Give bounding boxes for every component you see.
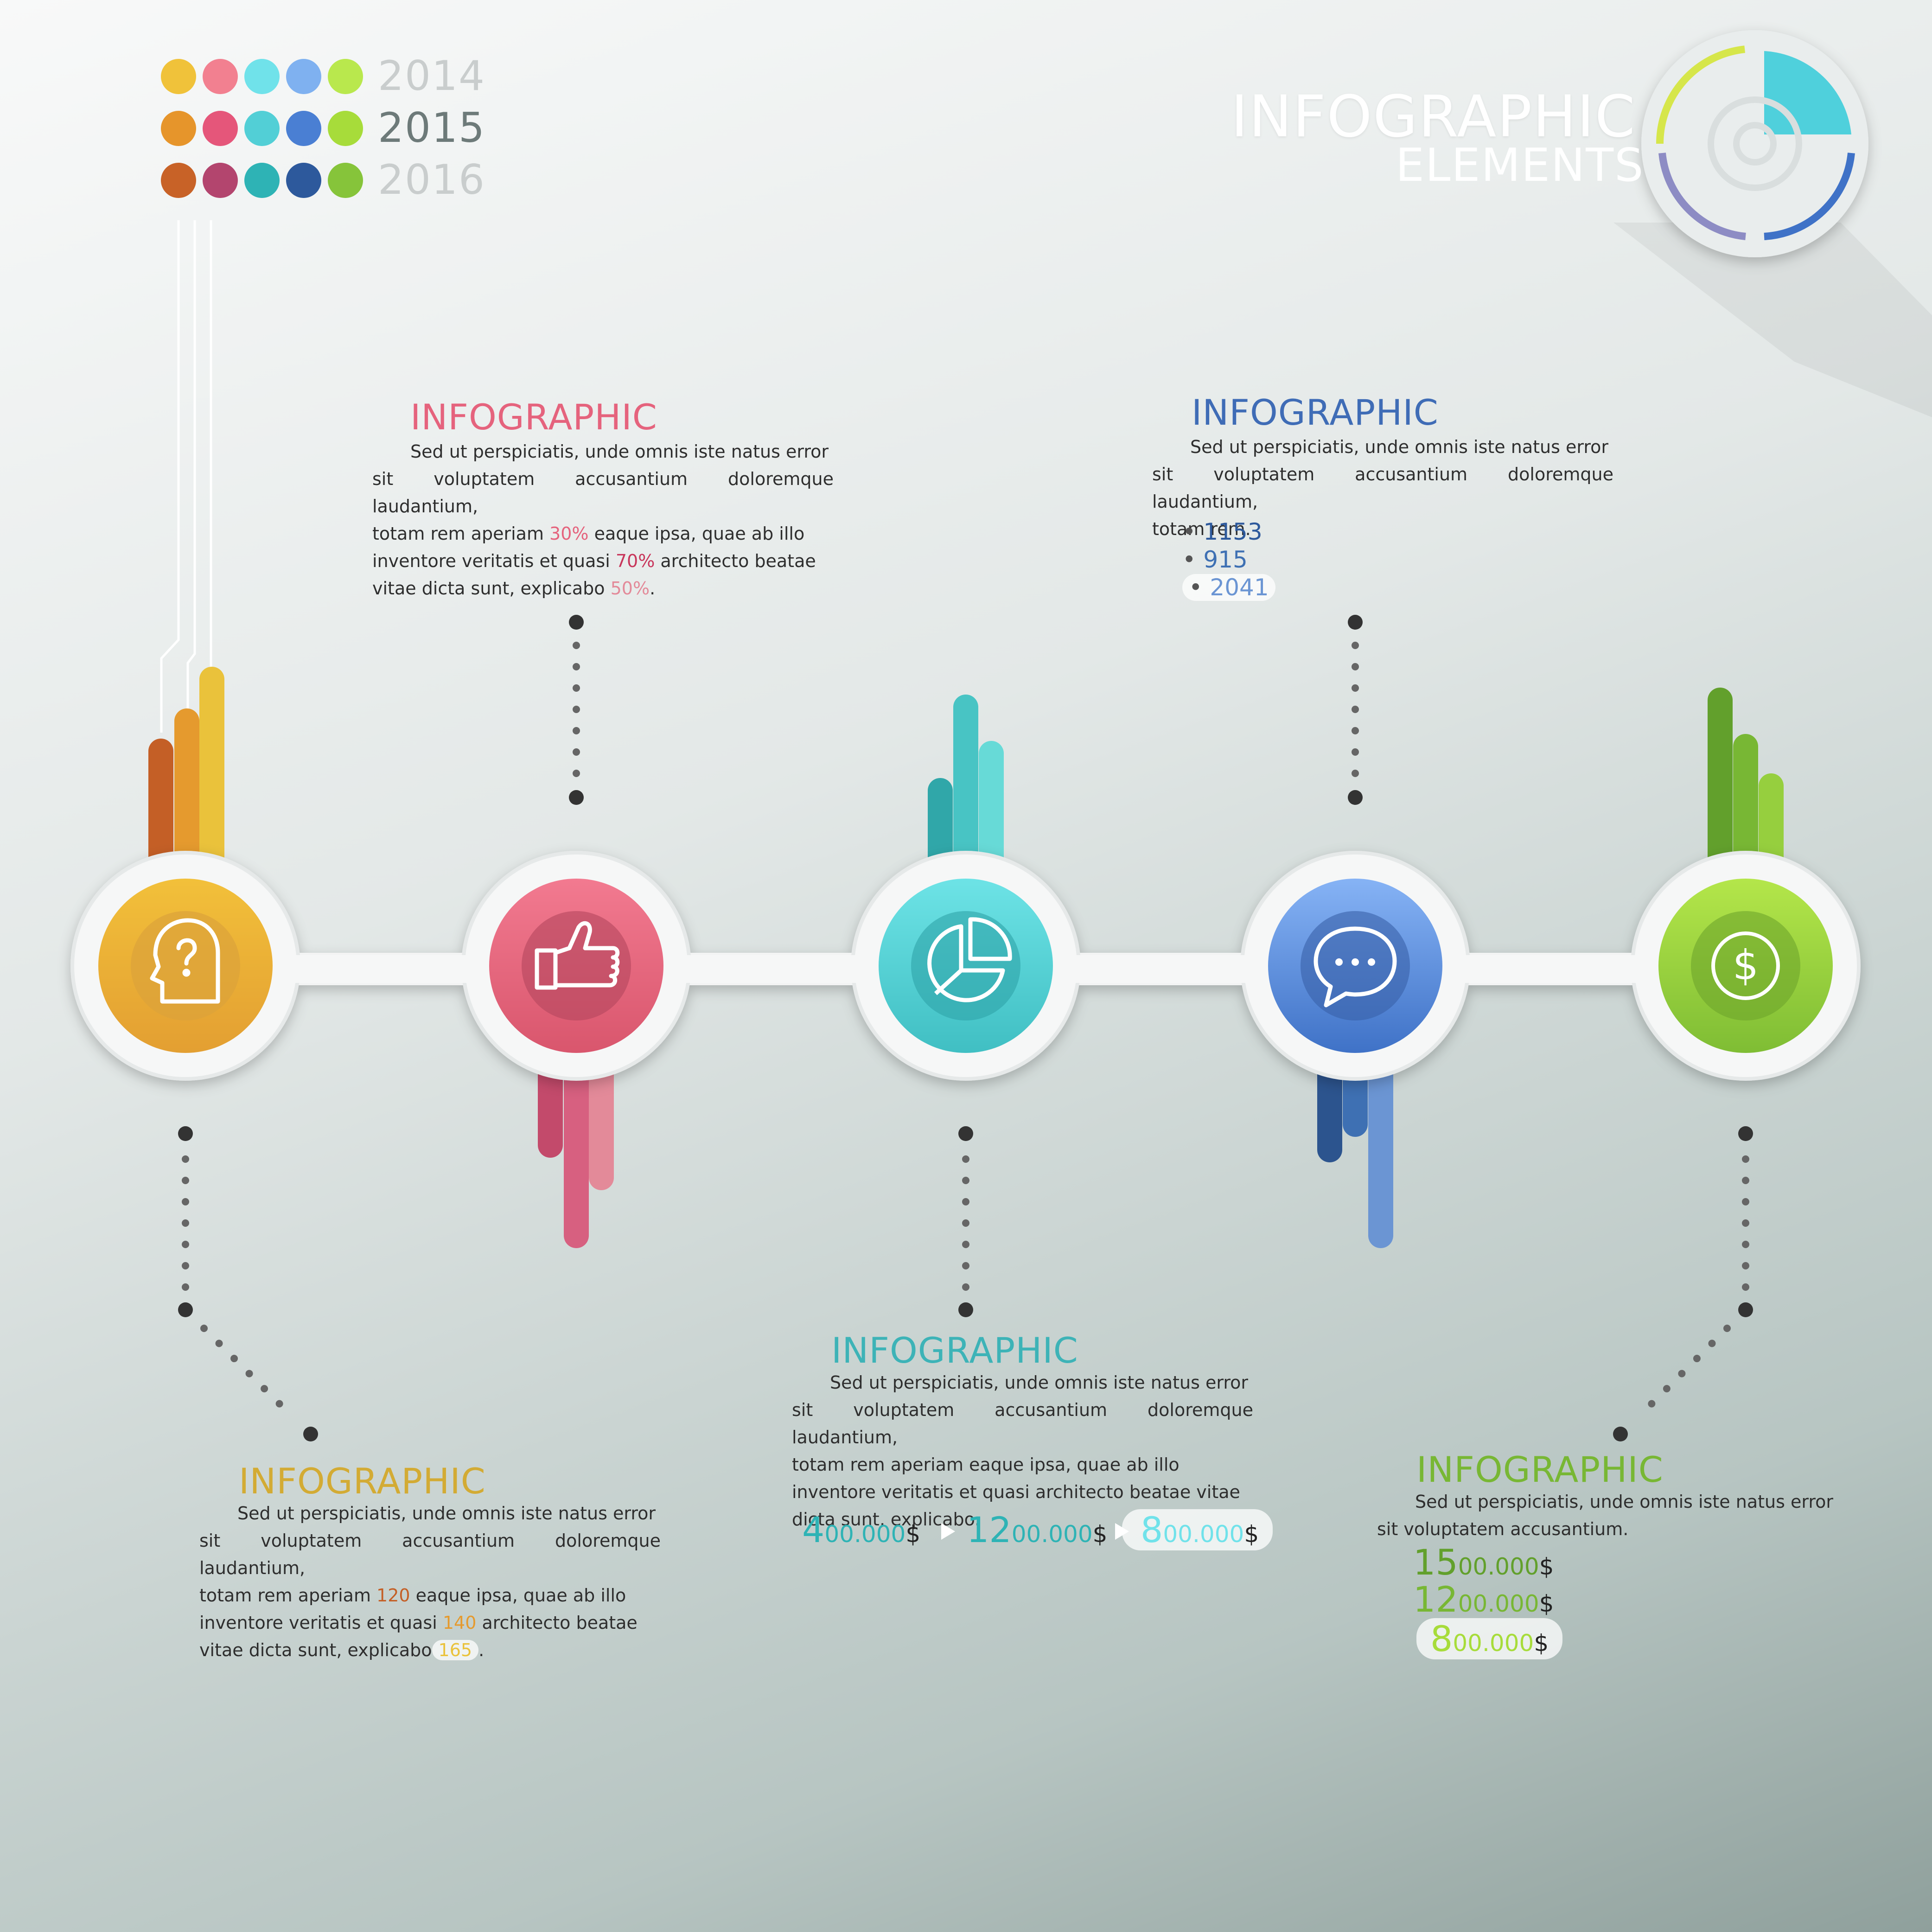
- gear-icon: [1708, 96, 1802, 191]
- block3-line3a: totam rem aperiam: [199, 1585, 377, 1606]
- list-item: • 2041: [1182, 574, 1275, 601]
- chat-bubble-icon: [1314, 926, 1397, 1007]
- connector-top-2: [569, 615, 584, 805]
- bars-step-5: [1708, 688, 1784, 884]
- block2-title: INFOGRAPHIC: [1192, 392, 1439, 433]
- block3-text: Sed ut perspiciatis, unde omnis iste nat…: [199, 1500, 661, 1664]
- block3-line5a: vitae dicta sunt, explicabo: [199, 1640, 432, 1660]
- timeline-node-5[interactable]: [1658, 879, 1833, 1053]
- block3-line1: Sed ut perspiciatis, unde omnis iste nat…: [237, 1503, 656, 1524]
- block4-line2: sit voluptatem accusantium doloremque la…: [792, 1400, 1253, 1447]
- block4-money-1: 400.000$: [802, 1509, 921, 1550]
- block3-line5b: .: [478, 1640, 485, 1660]
- head-question-icon: [150, 918, 220, 1004]
- block2-line2: sit voluptatem accusantium doloremque la…: [1152, 464, 1613, 512]
- dollar-glyph: $: [1733, 941, 1759, 989]
- block1-line5a: vitae dicta sunt, explicabo: [372, 578, 611, 599]
- block5-title: INFOGRAPHIC: [1416, 1449, 1664, 1490]
- connector-top-4: [1348, 615, 1363, 805]
- block5-text: Sed ut perspiciatis, unde omnis iste nat…: [1377, 1488, 1838, 1543]
- block1-line4a: inventore veritatis et quasi: [372, 551, 616, 571]
- block3-line4b: architecto beatae: [476, 1613, 638, 1633]
- block2-line1: Sed ut perspiciatis, unde omnis iste nat…: [1190, 437, 1608, 457]
- header-badge: [1613, 30, 1932, 417]
- block4-money-3: 800.000$: [1122, 1509, 1273, 1550]
- pie-chart-icon: [927, 917, 1012, 1002]
- block1-line1: Sed ut perspiciatis, unde omnis iste nat…: [410, 441, 829, 462]
- connector-bottom-5: [1613, 1126, 1753, 1441]
- block1-text: Sed ut perspiciatis, unde omnis iste nat…: [372, 438, 834, 602]
- legend-year-2015: 2015: [378, 104, 485, 152]
- thumbs-up-icon: [535, 921, 620, 990]
- bars-step-1: [148, 667, 224, 884]
- block4-line4: inventore veritatis et quasi architecto …: [792, 1482, 1240, 1502]
- block3-line3b: eaque ipsa, quae ab illo: [410, 1585, 626, 1606]
- block3-line4a: inventore veritatis et quasi: [199, 1613, 443, 1633]
- list-item: • 1153: [1182, 518, 1262, 545]
- arrow-icon: [941, 1523, 955, 1540]
- block1-line4b: architecto beatae: [655, 551, 816, 571]
- block3-value-2: 140: [442, 1613, 477, 1633]
- timeline-node-1[interactable]: [98, 879, 273, 1053]
- block1-line3a: totam rem aperiam: [372, 523, 550, 544]
- block4-title: INFOGRAPHIC: [831, 1330, 1078, 1371]
- block5-money-1: 1500.000$: [1413, 1542, 1554, 1583]
- block2-line3: totam rem.: [1152, 519, 1251, 539]
- block2-text: Sed ut perspiciatis, unde omnis iste nat…: [1152, 434, 1613, 543]
- block1-title: INFOGRAPHIC: [410, 396, 657, 438]
- timeline-node-2[interactable]: [489, 879, 663, 1053]
- block4-money-2: 1200.000$: [967, 1509, 1108, 1550]
- block3-line2: sit voluptatem accusantium doloremque la…: [199, 1530, 661, 1578]
- legend-year-2014: 2014: [378, 52, 485, 100]
- block3-title: INFOGRAPHIC: [239, 1460, 486, 1502]
- legend-year-2016: 2016: [378, 156, 485, 204]
- header-subtitle: ELEMENTS: [1396, 139, 1645, 192]
- connector-bottom-1: [178, 1126, 318, 1441]
- block1-value-3: 50%: [610, 578, 650, 599]
- block1-value-1: 30%: [549, 523, 589, 544]
- block1-value-2: 70%: [615, 551, 655, 571]
- timeline-node-3[interactable]: [879, 879, 1053, 1053]
- legend-lines: [160, 220, 212, 733]
- block5-line2: sit voluptatem accusantium.: [1377, 1519, 1629, 1539]
- block4-line1: Sed ut perspiciatis, unde omnis iste nat…: [830, 1372, 1248, 1393]
- block1-line2: sit voluptatem accusantium doloremque la…: [372, 469, 834, 516]
- block1-line5b: .: [650, 578, 656, 599]
- block4-line3: totam rem aperiam eaque ipsa, quae ab il…: [792, 1454, 1180, 1475]
- bars-step-3: [928, 695, 1004, 884]
- legend-dots: [161, 59, 363, 198]
- block1-line3b: eaque ipsa, quae ab illo: [588, 523, 805, 544]
- block5-line1: Sed ut perspiciatis, unde omnis iste nat…: [1415, 1492, 1833, 1512]
- dollar-icon: [1711, 931, 1780, 1000]
- block5-money-3: 800.000$: [1416, 1618, 1563, 1659]
- block2-list: • 1153 • 915 • 2041: [1182, 518, 1275, 601]
- block5-money-2: 1200.000$: [1413, 1579, 1554, 1620]
- block4-text: Sed ut perspiciatis, unde omnis iste nat…: [792, 1369, 1253, 1533]
- block3-value-1: 120: [376, 1585, 410, 1606]
- block4-line5: dicta sunt, explicabo.: [792, 1509, 981, 1530]
- list-item: • 915: [1182, 546, 1248, 573]
- connector-bottom-3: [958, 1126, 973, 1317]
- block3-value-3: 165: [432, 1640, 479, 1660]
- header-title: INFOGRAPHIC: [1231, 83, 1636, 150]
